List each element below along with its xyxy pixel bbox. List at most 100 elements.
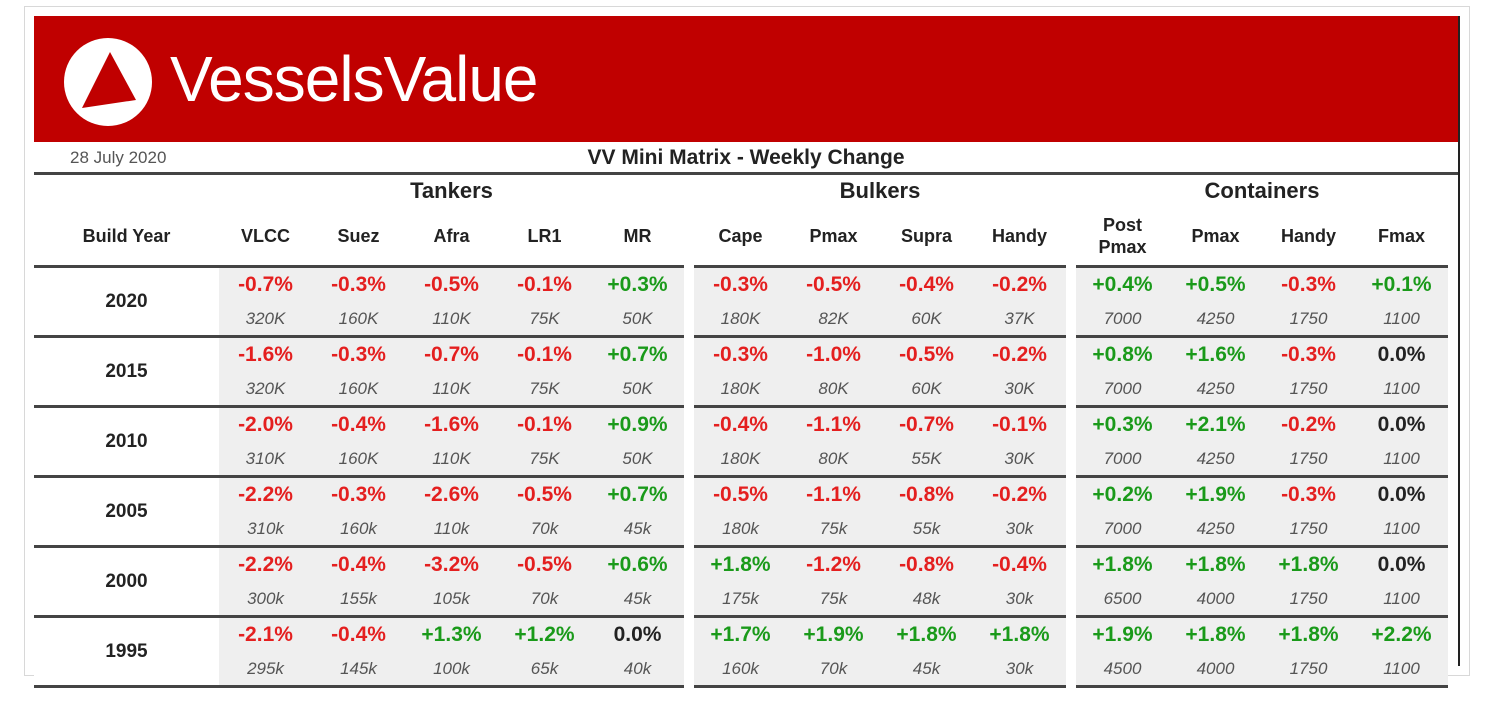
change-value: -0.2% [973,268,1066,302]
header-rule [1355,265,1448,269]
change-value: +1.8% [1076,546,1169,582]
header-rule [973,265,1066,269]
change-value: +0.5% [1169,268,1262,302]
group-separator [1066,406,1076,477]
vessel-size: 70k [787,652,880,688]
vessel-size: 110K [405,302,498,338]
change-value: -0.5% [498,546,591,582]
change-value: -2.6% [405,476,498,512]
header-rule [312,265,405,269]
header-rule [694,265,787,269]
group-separator [684,476,694,547]
header-rule [219,265,312,269]
change-value: -0.4% [694,406,787,442]
header-rule [498,265,591,269]
vessel-size: 80K [787,442,880,478]
column-header-containers-post-pmax: Post Pmax [1098,215,1147,257]
build-year-cell: 1995 [34,616,219,688]
header-rule [880,265,973,269]
vessel-size: 1750 [1262,302,1355,338]
vessel-size: 180K [694,302,787,338]
vessel-size: 1750 [1262,512,1355,548]
change-value: -0.3% [694,268,787,302]
change-value: 0.0% [1355,476,1448,512]
vessel-size: 110K [405,442,498,478]
vessel-size: 175k [694,582,787,618]
change-value: -0.1% [498,268,591,302]
change-value: -0.7% [880,406,973,442]
build-year-cell: 2015 [34,336,219,408]
column-header-tankers-afra: Afra [433,226,470,246]
vessel-size: 40k [591,652,684,688]
change-value: 0.0% [1355,406,1448,442]
change-value: +1.3% [405,616,498,652]
column-header-tankers-lr1: LR1 [527,226,562,246]
vessel-size: 160K [312,372,405,408]
change-value: +0.3% [1076,406,1169,442]
change-value: -2.0% [219,406,312,442]
change-value: -0.2% [1262,406,1355,442]
vessel-size: 45k [591,582,684,618]
change-value: -0.3% [312,476,405,512]
table-row-sizes: 295k 145k 100k 65k 40k 160k 70k 45k 30k 4500 4000 1… [34,652,1448,688]
group-separator [1066,616,1076,687]
change-value: 0.0% [1355,336,1448,372]
group-separator [684,546,694,617]
vessel-size: 7000 [1076,302,1169,338]
group-header-containers: Containers [1204,178,1320,203]
vessel-size: 4000 [1169,652,1262,688]
vessel-size: 75k [787,512,880,548]
change-value: -0.8% [880,476,973,512]
vessel-size: 1100 [1355,372,1448,408]
vessel-size: 160K [312,442,405,478]
build-year-cell: 2005 [34,476,219,548]
change-value: -0.5% [694,476,787,512]
change-value: 0.0% [591,616,684,652]
table-row-changes: 2015 -1.6% -0.3% -0.7% -0.1% +0.7% -0.3% -1.0% -… [34,336,1448,408]
vessel-size: 145k [312,652,405,688]
vessel-size: 50K [591,442,684,478]
change-value: -0.3% [312,336,405,372]
header-rule [1262,265,1355,269]
vessel-size: 75K [498,302,591,338]
table-row-changes: 2000 -2.2% -0.4% -3.2% -0.5% +0.6% +1.8% -1.2% -… [34,546,1448,618]
change-value: +0.7% [591,336,684,372]
change-value: -0.7% [219,268,312,302]
group-separator [1066,268,1076,337]
change-value: +1.8% [880,616,973,652]
column-header-bulkers-handy: Handy [991,226,1047,246]
change-value: 0.0% [1355,546,1448,582]
table-row-changes: 2005 -2.2% -0.3% -2.6% -0.5% +0.7% -0.5% -1.1% -… [34,476,1448,548]
change-value: -0.7% [405,336,498,372]
change-value: +0.3% [591,268,684,302]
group-separator [1066,175,1076,207]
vessel-size: 75K [498,372,591,408]
change-value: +2.2% [1355,616,1448,652]
vessel-size: 180K [694,372,787,408]
vessel-size: 30K [973,442,1066,478]
change-value: -0.4% [973,546,1066,582]
vessel-size: 7000 [1076,442,1169,478]
change-value: -0.4% [880,268,973,302]
vessel-size: 30k [973,652,1066,688]
vessel-size: 30k [973,512,1066,548]
vessel-size: 1100 [1355,302,1448,338]
vessel-size: 155k [312,582,405,618]
vessel-size: 37K [973,302,1066,338]
build-year-cell: 2010 [34,406,219,478]
change-value: +0.8% [1076,336,1169,372]
vessel-size: 70k [498,512,591,548]
vessel-size: 60K [880,302,973,338]
change-value: -0.3% [694,336,787,372]
change-value: -0.3% [1262,336,1355,372]
group-separator [1066,207,1076,267]
brand-name: VesselsValue [170,43,538,115]
change-value: -0.2% [973,336,1066,372]
group-separator [684,266,694,268]
column-header-containers-handy: Handy [1280,226,1336,246]
change-value: +1.8% [1262,546,1355,582]
change-value: -0.3% [1262,268,1355,302]
vessel-size: 82K [787,302,880,338]
change-value: +0.2% [1076,476,1169,512]
change-value: -1.6% [219,336,312,372]
